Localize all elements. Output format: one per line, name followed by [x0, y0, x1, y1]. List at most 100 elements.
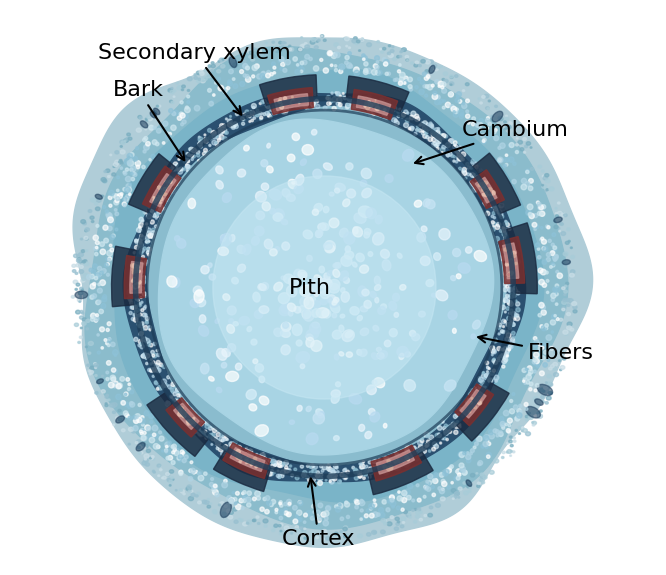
Ellipse shape [144, 447, 146, 449]
Ellipse shape [73, 254, 78, 258]
Ellipse shape [171, 445, 174, 448]
Ellipse shape [275, 508, 278, 511]
Ellipse shape [135, 310, 137, 313]
Ellipse shape [528, 186, 533, 190]
Ellipse shape [295, 99, 298, 102]
Ellipse shape [536, 201, 539, 204]
Ellipse shape [359, 424, 365, 431]
Ellipse shape [507, 265, 510, 269]
Ellipse shape [217, 139, 220, 141]
Ellipse shape [240, 519, 243, 522]
Ellipse shape [153, 470, 155, 472]
Ellipse shape [195, 470, 198, 473]
Ellipse shape [460, 408, 464, 412]
Ellipse shape [304, 105, 306, 107]
Ellipse shape [559, 222, 562, 224]
Ellipse shape [208, 65, 211, 67]
Ellipse shape [466, 99, 470, 103]
Ellipse shape [326, 101, 331, 106]
Ellipse shape [314, 46, 318, 49]
Ellipse shape [282, 99, 285, 102]
Wedge shape [368, 452, 433, 494]
Ellipse shape [449, 93, 453, 96]
Ellipse shape [510, 320, 513, 323]
Ellipse shape [169, 167, 174, 172]
Ellipse shape [398, 521, 400, 523]
Ellipse shape [434, 128, 439, 132]
Ellipse shape [137, 300, 139, 301]
Ellipse shape [522, 368, 526, 373]
Ellipse shape [273, 463, 276, 466]
Ellipse shape [363, 477, 366, 480]
Ellipse shape [570, 247, 572, 248]
Ellipse shape [194, 420, 196, 422]
Ellipse shape [380, 530, 385, 534]
Wedge shape [129, 154, 176, 213]
Ellipse shape [488, 188, 492, 192]
Ellipse shape [360, 265, 368, 273]
Ellipse shape [199, 145, 202, 148]
Ellipse shape [511, 270, 514, 273]
Ellipse shape [187, 166, 192, 171]
Ellipse shape [195, 495, 198, 497]
Ellipse shape [255, 454, 257, 456]
Ellipse shape [248, 462, 251, 464]
Ellipse shape [100, 271, 103, 275]
Ellipse shape [249, 51, 253, 54]
Ellipse shape [316, 230, 322, 237]
Ellipse shape [537, 248, 539, 250]
Ellipse shape [440, 497, 445, 501]
Ellipse shape [547, 374, 551, 378]
Ellipse shape [129, 312, 132, 315]
Ellipse shape [356, 253, 364, 262]
Ellipse shape [475, 402, 478, 404]
Ellipse shape [402, 81, 405, 85]
Ellipse shape [473, 175, 475, 178]
Ellipse shape [191, 148, 196, 153]
Ellipse shape [322, 465, 327, 470]
Ellipse shape [446, 143, 450, 148]
Ellipse shape [233, 84, 238, 89]
Ellipse shape [197, 492, 200, 495]
Ellipse shape [139, 117, 142, 119]
Ellipse shape [446, 426, 451, 430]
Ellipse shape [150, 421, 153, 423]
Ellipse shape [431, 125, 433, 126]
Ellipse shape [139, 430, 143, 433]
Ellipse shape [209, 144, 211, 147]
Ellipse shape [164, 384, 168, 388]
Ellipse shape [397, 56, 400, 58]
Ellipse shape [327, 295, 336, 303]
Ellipse shape [504, 270, 509, 274]
Ellipse shape [349, 64, 352, 68]
Ellipse shape [252, 75, 254, 78]
Ellipse shape [268, 472, 272, 476]
Ellipse shape [254, 64, 259, 68]
Ellipse shape [196, 428, 200, 432]
Ellipse shape [134, 313, 137, 317]
Ellipse shape [174, 176, 179, 181]
Ellipse shape [242, 454, 244, 457]
Ellipse shape [474, 442, 478, 446]
Ellipse shape [249, 121, 250, 122]
Ellipse shape [507, 247, 509, 250]
Ellipse shape [507, 300, 510, 304]
Ellipse shape [178, 409, 182, 412]
Wedge shape [143, 166, 181, 212]
Ellipse shape [220, 66, 224, 68]
Ellipse shape [547, 226, 550, 229]
Ellipse shape [165, 181, 168, 185]
Ellipse shape [354, 67, 359, 72]
Ellipse shape [279, 510, 284, 515]
Ellipse shape [388, 52, 390, 55]
Ellipse shape [392, 46, 394, 48]
Ellipse shape [505, 337, 509, 341]
Ellipse shape [493, 377, 496, 380]
Ellipse shape [526, 407, 540, 418]
Ellipse shape [399, 55, 402, 58]
Ellipse shape [264, 463, 268, 467]
Ellipse shape [503, 239, 507, 244]
Ellipse shape [382, 107, 384, 110]
Ellipse shape [533, 214, 537, 218]
Ellipse shape [422, 449, 426, 453]
